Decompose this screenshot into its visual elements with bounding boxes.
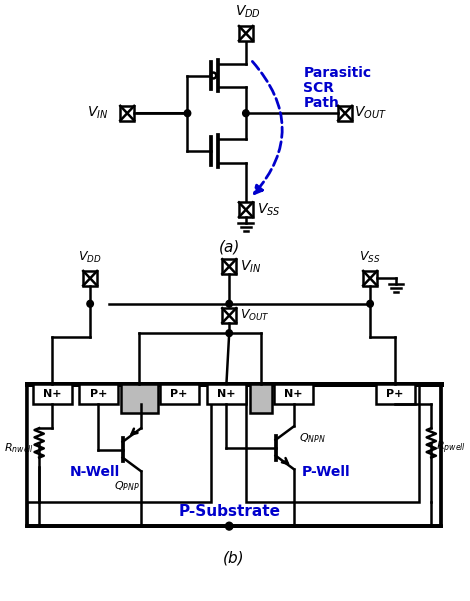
Text: N-Well: N-Well bbox=[70, 465, 120, 479]
Bar bbox=[363, 271, 377, 285]
Text: $V_{SS}$: $V_{SS}$ bbox=[257, 201, 281, 218]
Text: P+: P+ bbox=[90, 389, 107, 399]
FancyArrowPatch shape bbox=[252, 61, 282, 194]
Bar bbox=[79, 384, 118, 404]
Text: $V_{DD}$: $V_{DD}$ bbox=[235, 3, 261, 20]
Bar bbox=[160, 384, 199, 404]
Bar bbox=[376, 384, 415, 404]
Text: $Q_{NPN}$: $Q_{NPN}$ bbox=[299, 431, 326, 445]
Text: P+: P+ bbox=[171, 389, 188, 399]
Text: P-Well: P-Well bbox=[302, 465, 351, 479]
Circle shape bbox=[243, 110, 249, 117]
Bar bbox=[27, 384, 211, 502]
Bar bbox=[250, 384, 272, 413]
Text: $Q_{PNP}$: $Q_{PNP}$ bbox=[114, 479, 140, 493]
Text: $R_{pwell}$: $R_{pwell}$ bbox=[436, 439, 466, 456]
Bar bbox=[120, 106, 134, 121]
Bar bbox=[239, 203, 253, 217]
Text: $V_{IN}$: $V_{IN}$ bbox=[240, 258, 262, 275]
Text: $R_{nwell}$: $R_{nwell}$ bbox=[4, 441, 34, 455]
Text: $V_{DD}$: $V_{DD}$ bbox=[78, 249, 102, 264]
Text: N+: N+ bbox=[284, 389, 302, 399]
Circle shape bbox=[87, 300, 94, 307]
Circle shape bbox=[226, 330, 233, 337]
Bar bbox=[33, 384, 71, 404]
Text: N+: N+ bbox=[217, 389, 235, 399]
Bar bbox=[222, 259, 236, 274]
Text: $V_{OUT}$: $V_{OUT}$ bbox=[354, 105, 387, 121]
Text: P+: P+ bbox=[386, 389, 404, 399]
Text: (b): (b) bbox=[223, 551, 245, 566]
Bar bbox=[239, 26, 253, 41]
Text: N+: N+ bbox=[43, 389, 62, 399]
Text: Parasitic
SCR
Path: Parasitic SCR Path bbox=[303, 66, 371, 110]
Bar bbox=[246, 384, 419, 502]
Bar bbox=[338, 106, 352, 121]
Text: (a): (a) bbox=[219, 239, 240, 254]
Text: $V_{IN}$: $V_{IN}$ bbox=[87, 105, 109, 121]
Text: $V_{OUT}$: $V_{OUT}$ bbox=[240, 308, 270, 323]
Bar bbox=[274, 384, 313, 404]
Bar bbox=[83, 271, 97, 285]
Bar bbox=[207, 384, 246, 404]
Text: $V_{SS}$: $V_{SS}$ bbox=[360, 249, 381, 264]
Circle shape bbox=[226, 300, 233, 307]
Bar bbox=[121, 384, 158, 413]
Circle shape bbox=[184, 110, 191, 117]
Bar bbox=[222, 308, 236, 323]
Bar bbox=[27, 384, 440, 526]
Circle shape bbox=[226, 522, 233, 530]
Text: P-Substrate: P-Substrate bbox=[178, 504, 280, 519]
Circle shape bbox=[367, 300, 373, 307]
